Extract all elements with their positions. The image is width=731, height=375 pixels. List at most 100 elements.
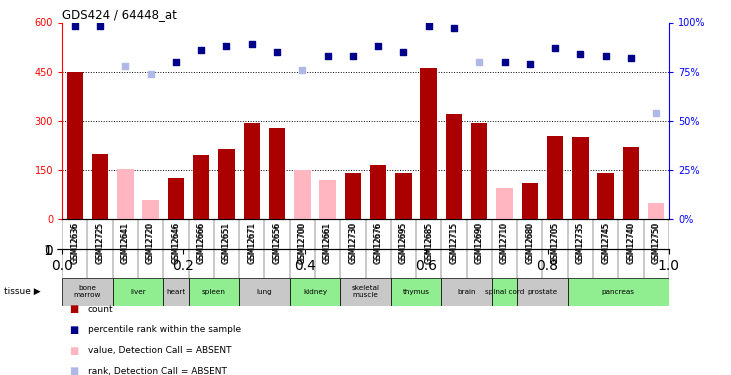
Text: ■: ■ [69,325,79,335]
Text: GSM12661: GSM12661 [323,222,332,264]
Text: ■: ■ [69,346,79,355]
Point [271,49,283,55]
Bar [62,278,113,306]
Text: GSM12666: GSM12666 [197,222,205,264]
Bar [568,278,669,306]
Bar [193,155,209,219]
Text: GSM12740: GSM12740 [626,222,635,264]
Text: thymus: thymus [403,289,430,295]
Text: GSM12685: GSM12685 [424,221,433,262]
Bar [143,200,159,219]
Text: GSM12700: GSM12700 [298,222,307,264]
Text: GSM12700: GSM12700 [298,221,307,263]
Text: bone
marrow: bone marrow [74,285,101,298]
Text: GSM12690: GSM12690 [474,221,484,263]
Text: GSM12656: GSM12656 [273,222,281,264]
Point [221,43,232,49]
Bar [623,147,639,219]
Text: GSM12636: GSM12636 [70,221,79,263]
Bar [289,278,340,306]
Text: value, Detection Call = ABSENT: value, Detection Call = ABSENT [88,346,231,355]
Text: GSM12680: GSM12680 [526,222,534,264]
Bar [496,188,512,219]
Point [600,53,612,59]
Text: GSM12745: GSM12745 [601,222,610,264]
Bar [370,165,387,219]
Bar [522,183,538,219]
Bar [597,173,614,219]
Text: GSM12695: GSM12695 [399,221,408,263]
Text: GSM12735: GSM12735 [576,221,585,263]
Text: spinal cord: spinal cord [485,289,524,295]
Text: GSM12710: GSM12710 [500,222,509,264]
Point [297,67,308,73]
Bar [219,149,235,219]
Bar [319,180,336,219]
Point [170,59,182,65]
Text: GSM12735: GSM12735 [576,222,585,264]
Text: percentile rank within the sample: percentile rank within the sample [88,326,240,334]
Point [651,110,662,116]
Text: GDS424 / 64448_at: GDS424 / 64448_at [62,8,177,21]
Bar [92,154,108,219]
Point [448,26,460,32]
Text: GSM12725: GSM12725 [96,222,105,264]
Bar [442,278,492,306]
Point [474,59,485,65]
Bar [395,173,412,219]
Text: kidney: kidney [303,289,327,295]
Point [246,41,257,47]
Text: tissue ▶: tissue ▶ [4,287,40,296]
Bar [391,278,442,306]
Text: GSM12671: GSM12671 [247,222,257,264]
Point [423,23,434,30]
Text: GSM12750: GSM12750 [652,221,661,263]
Text: count: count [88,305,113,314]
Text: heart: heart [166,289,186,295]
Point [69,23,80,30]
Point [322,53,333,59]
Text: liver: liver [130,289,146,295]
Text: GSM12720: GSM12720 [146,221,155,262]
Point [372,43,384,49]
Bar [189,278,239,306]
Bar [518,278,568,306]
Text: GSM12750: GSM12750 [652,222,661,264]
Text: GSM12651: GSM12651 [222,221,231,262]
Bar [163,278,189,306]
Text: GSM12661: GSM12661 [323,221,332,262]
Bar [572,137,588,219]
Point [524,61,536,67]
Text: pancreas: pancreas [602,289,635,295]
Text: GSM12641: GSM12641 [121,222,130,264]
Text: GSM12715: GSM12715 [450,221,458,262]
Bar [420,68,437,219]
Text: lung: lung [257,289,272,295]
Bar [117,168,134,219]
Text: GSM12676: GSM12676 [374,221,382,263]
Text: GSM12636: GSM12636 [70,222,79,264]
Text: GSM12745: GSM12745 [601,221,610,263]
Text: GSM12641: GSM12641 [121,221,130,262]
Bar [243,123,260,219]
Text: prostate: prostate [527,289,558,295]
Text: GSM12710: GSM12710 [500,221,509,262]
Point [94,23,106,30]
Text: GSM12695: GSM12695 [399,222,408,264]
Text: rank, Detection Call = ABSENT: rank, Detection Call = ABSENT [88,367,227,375]
Text: GSM12730: GSM12730 [349,221,357,263]
Point [347,53,359,59]
Text: GSM12730: GSM12730 [349,222,357,264]
Text: GSM12646: GSM12646 [171,221,181,263]
Bar [67,72,83,219]
Text: GSM12651: GSM12651 [222,222,231,264]
Text: GSM12646: GSM12646 [171,222,181,264]
Point [195,47,207,53]
Point [575,51,586,57]
Text: brain: brain [458,289,476,295]
Point [119,63,131,69]
Text: GSM12705: GSM12705 [550,221,560,263]
Text: GSM12656: GSM12656 [273,221,281,263]
Bar [471,123,488,219]
Bar [294,173,311,219]
